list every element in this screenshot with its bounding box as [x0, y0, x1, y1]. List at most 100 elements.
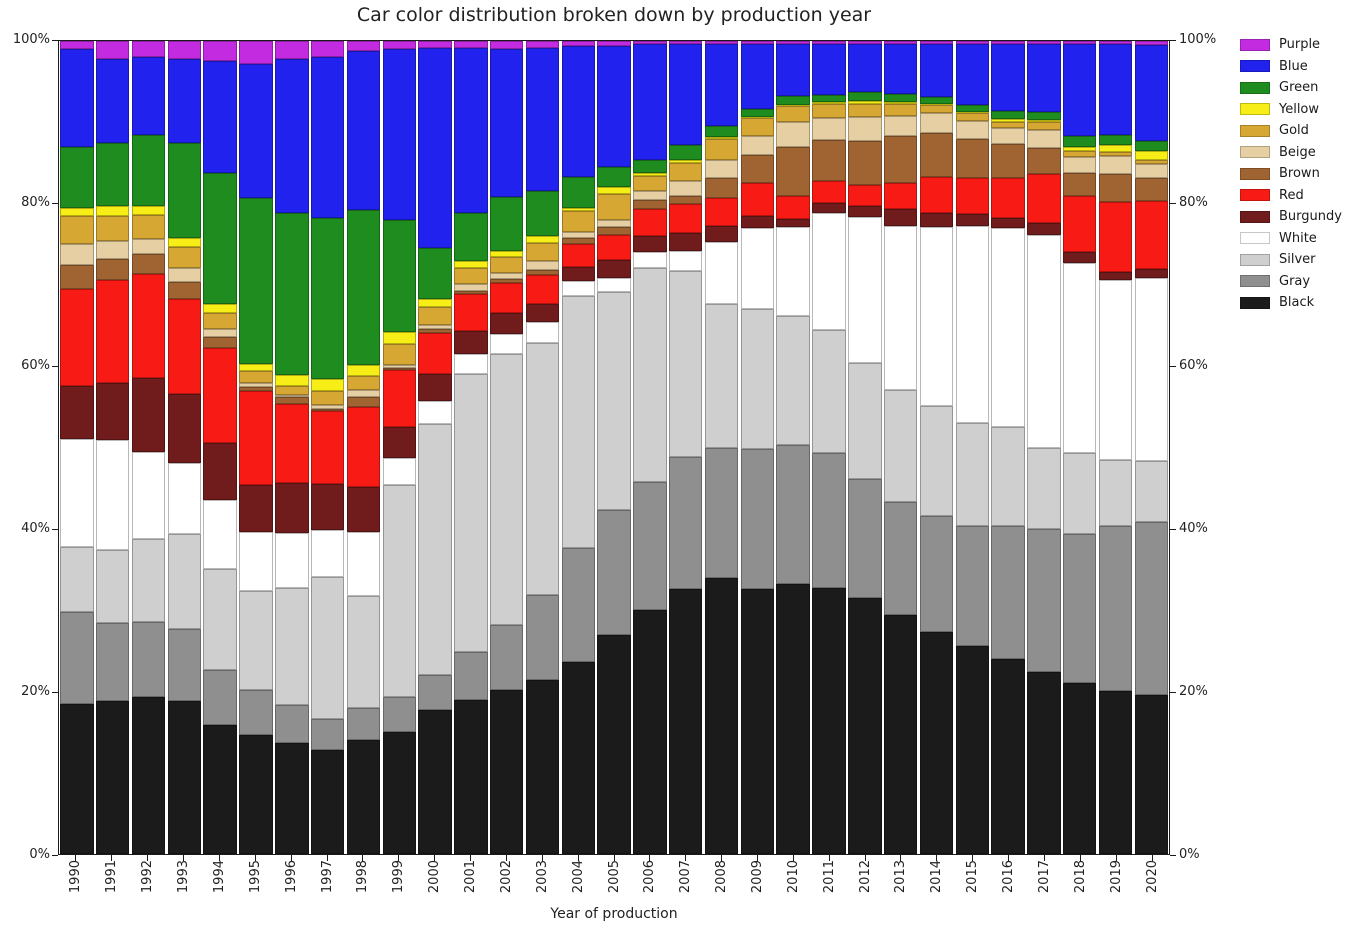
axis-tick — [1079, 855, 1081, 861]
bar-segment — [740, 43, 775, 110]
bar-segment — [525, 242, 560, 262]
bar-segment — [454, 699, 488, 854]
bar-segment — [489, 256, 524, 273]
x-tick: 1996 — [281, 860, 301, 893]
legend-item-purple: Purple — [1240, 38, 1355, 51]
bar-segment — [1027, 234, 1061, 449]
bar-segment — [991, 128, 1025, 144]
bar-segment — [991, 43, 1025, 111]
bar-segment — [489, 250, 524, 257]
bar-segment — [991, 658, 1025, 854]
bar-segment — [740, 228, 775, 310]
plot-area — [58, 40, 1170, 855]
bar-segment — [489, 333, 524, 355]
bar-segment — [382, 484, 416, 698]
bar-segment — [310, 217, 345, 380]
x-tick: 2018 — [1070, 860, 1090, 893]
bar-segment — [382, 344, 416, 366]
bar-segment — [382, 458, 416, 485]
bar-column-2011 — [812, 41, 846, 854]
bar-segment — [919, 97, 954, 104]
x-tick-label: 2006 — [642, 860, 658, 894]
bar-segment — [1098, 134, 1133, 146]
axis-tick — [147, 855, 149, 861]
bar-segment — [633, 159, 667, 173]
bar-segment — [955, 423, 989, 526]
bar-segment — [382, 332, 416, 345]
bar-column-1992 — [131, 41, 166, 854]
bar-segment — [454, 213, 488, 261]
bar-segment — [848, 362, 882, 480]
bar-segment — [525, 275, 560, 304]
y-tick-label-left: 80% — [21, 195, 50, 210]
axis-tick — [828, 855, 830, 861]
bar-segment — [776, 445, 810, 585]
bar-segment — [561, 232, 595, 238]
bar-segment — [239, 532, 273, 592]
bar-segment — [561, 662, 595, 854]
x-tick-label: 2012 — [857, 860, 873, 894]
bar-segment — [310, 379, 345, 391]
bar-segment — [131, 41, 166, 58]
axis-tick — [52, 854, 58, 856]
bar-segment — [310, 41, 345, 58]
bar-segment — [597, 277, 631, 293]
bar-segment — [848, 206, 882, 218]
x-tick-label: 2014 — [929, 860, 945, 894]
bar-segment — [1062, 251, 1097, 263]
bar-segment — [1134, 159, 1168, 164]
axis-tick — [1151, 855, 1153, 861]
x-tick-label: 2015 — [965, 860, 981, 894]
bar-segment — [776, 584, 810, 854]
bar-segment — [454, 373, 488, 652]
bar-segment — [239, 41, 273, 64]
bar-segment — [167, 533, 202, 629]
legend-swatch — [1240, 38, 1270, 51]
bar-segment — [1027, 43, 1061, 112]
bar-segment — [310, 405, 345, 409]
bar-segment — [848, 116, 882, 142]
bar-segment — [239, 363, 273, 372]
bar-segment — [1062, 156, 1097, 173]
x-tick: 1993 — [174, 860, 194, 893]
bar-column-1990 — [60, 41, 94, 854]
x-tick: 1999 — [389, 860, 409, 893]
bar-segment — [131, 273, 166, 379]
bar-segment — [167, 393, 202, 463]
bar-column-1997 — [310, 41, 345, 854]
y-tick-label-left: 0% — [29, 847, 50, 862]
bar-segment — [1062, 262, 1097, 454]
legend-swatch — [1240, 146, 1270, 158]
bar-segment — [1098, 44, 1133, 135]
bar-segment — [848, 103, 882, 117]
bar-segment — [239, 63, 273, 198]
bar-segment — [919, 406, 954, 516]
bar-segment — [275, 212, 309, 376]
x-tick: 2002 — [496, 860, 516, 893]
bar-segment — [1134, 694, 1168, 854]
bar-segment — [131, 135, 166, 207]
legend-label: Gold — [1279, 123, 1309, 138]
bar-segment — [525, 41, 560, 48]
bar-segment — [561, 176, 595, 208]
legend-item-red: Red — [1240, 189, 1355, 202]
bar-segment — [131, 254, 166, 274]
bar-segment — [60, 243, 94, 265]
bar-segment — [919, 132, 954, 177]
bar-segment — [525, 47, 560, 191]
bar-segment — [1098, 525, 1133, 692]
bar-segment — [131, 451, 166, 540]
bar-column-2010 — [776, 41, 810, 854]
bar-segment — [597, 193, 631, 220]
bar-segment — [96, 241, 130, 259]
bar-segment — [60, 215, 94, 244]
bar-segment — [776, 219, 810, 228]
bar-segment — [167, 246, 202, 268]
x-tick-label: 1993 — [176, 860, 192, 894]
y-tick-label-left: 20% — [21, 684, 50, 699]
x-tick: 2010 — [783, 860, 803, 893]
bar-segment — [239, 689, 273, 736]
bar-segment — [203, 442, 237, 500]
x-tick-label: 1992 — [140, 860, 156, 894]
